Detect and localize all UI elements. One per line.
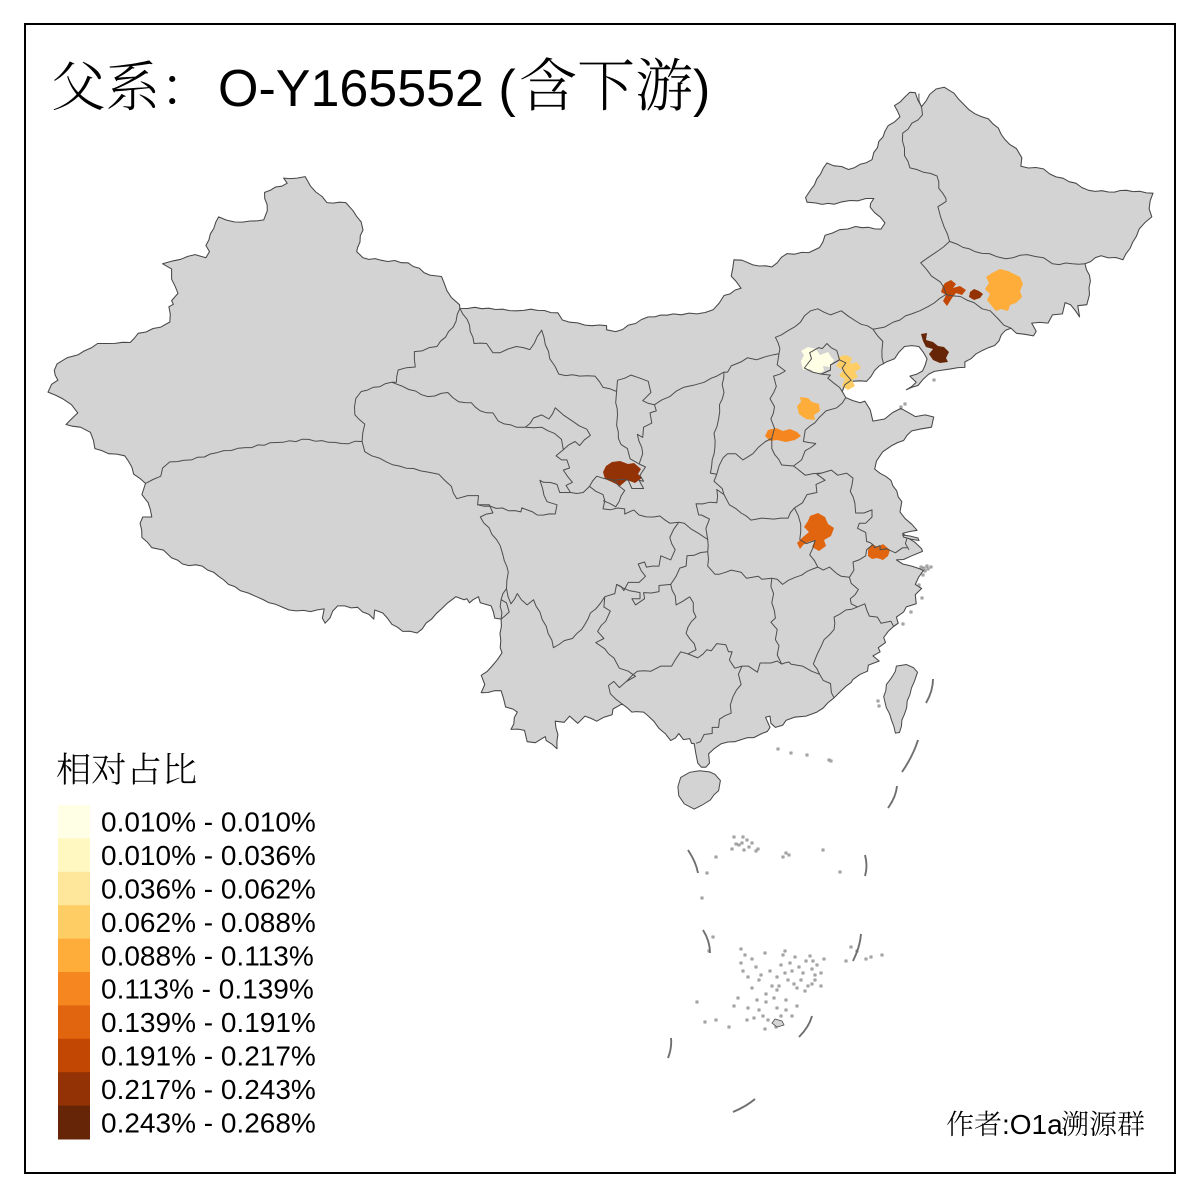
svg-text:O-Y165552 (: O-Y165552 ( (218, 60, 516, 118)
svg-text:0.243% - 0.268%: 0.243% - 0.268% (101, 1107, 316, 1138)
svg-text:0.010% - 0.036%: 0.010% - 0.036% (101, 840, 316, 871)
svg-text:0.139% - 0.191%: 0.139% - 0.191% (101, 1007, 316, 1038)
svg-text:0.010% - 0.010%: 0.010% - 0.010% (101, 807, 316, 838)
svg-text:0.062% - 0.088%: 0.062% - 0.088% (101, 907, 316, 938)
svg-text::O1a: :O1a (1002, 1109, 1063, 1140)
svg-text:0.217% - 0.243%: 0.217% - 0.243% (101, 1074, 316, 1105)
svg-text:): ) (693, 60, 710, 118)
svg-text:0.088% - 0.113%: 0.088% - 0.113% (101, 940, 314, 971)
svg-text:0.036% - 0.062%: 0.036% - 0.062% (101, 874, 316, 905)
svg-text:0.191% - 0.217%: 0.191% - 0.217% (101, 1041, 316, 1072)
svg-text:0.113% - 0.139%: 0.113% - 0.139% (101, 974, 314, 1005)
